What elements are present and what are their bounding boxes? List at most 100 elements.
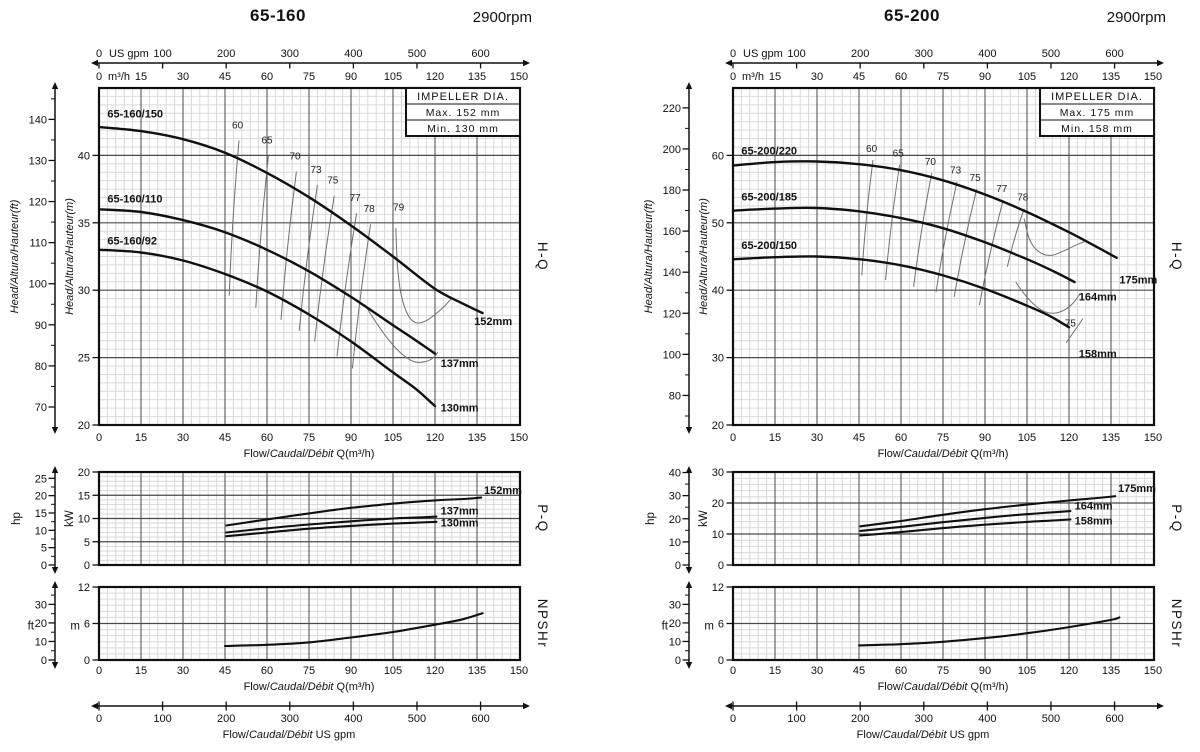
svg-text:120: 120 — [426, 71, 444, 83]
svg-text:105: 105 — [1018, 432, 1036, 444]
impeller-diameter-label: 130mm — [441, 403, 479, 415]
efficiency-label: 75 — [970, 173, 982, 184]
svg-text:45: 45 — [853, 71, 865, 83]
npshr-ft-axis-title: ft — [662, 621, 669, 633]
svg-text:60: 60 — [261, 432, 273, 444]
svg-text:135: 135 — [1102, 665, 1120, 677]
efficiency-label: 79 — [393, 203, 405, 214]
bottom-gpm-axis: 0 100 200 300 400 500 600 Flow/Caudal/Débit US … — [725, 701, 1164, 741]
svg-text:75: 75 — [303, 665, 315, 677]
svg-text:35: 35 — [78, 218, 90, 230]
svg-text:105: 105 — [384, 665, 402, 677]
impeller-diameter-label: 152mm — [484, 485, 522, 497]
efficiency-island — [1023, 218, 1085, 256]
svg-text:90: 90 — [979, 665, 991, 677]
bottom-gpm-axis-title: Flow/Caudal/Débit US gpm — [857, 729, 990, 741]
svg-text:60: 60 — [261, 71, 273, 83]
svg-text:30: 30 — [669, 491, 681, 503]
svg-text:120: 120 — [1060, 432, 1078, 444]
svg-text:130: 130 — [29, 155, 47, 167]
svg-text:20: 20 — [669, 514, 681, 526]
svg-text:0: 0 — [41, 560, 47, 572]
svg-text:45: 45 — [853, 432, 865, 444]
svg-text:10: 10 — [669, 636, 681, 648]
svg-text:20: 20 — [35, 491, 47, 503]
svg-text:150: 150 — [510, 665, 528, 677]
svg-text:120: 120 — [663, 308, 681, 320]
svg-text:75: 75 — [303, 71, 315, 83]
svg-text:30: 30 — [177, 71, 189, 83]
efficiency-island — [364, 304, 439, 363]
svg-text:15: 15 — [769, 71, 781, 83]
pump-speed-label-left: 2900rpm — [472, 9, 532, 26]
hq-ft-axis-title: Head/Altura/Hauteur(ft) — [9, 199, 21, 313]
svg-text:45: 45 — [853, 665, 865, 677]
curve-model-label: 65-200/185 — [741, 192, 797, 204]
svg-text:150: 150 — [1144, 71, 1162, 83]
svg-text:500: 500 — [1042, 48, 1060, 60]
svg-text:120: 120 — [1060, 665, 1078, 677]
hq-panel: 60 65 70 73 75 77 78 75 65-200/220 175mm 65-200/18… — [643, 82, 1184, 460]
svg-text:20: 20 — [712, 420, 724, 432]
svg-text:100: 100 — [153, 48, 171, 60]
svg-text:75: 75 — [937, 432, 949, 444]
svg-text:60: 60 — [261, 665, 273, 677]
impeller-dia-box: IMPELLER DIA. Max. 152 mm Min. 130 mm — [405, 87, 521, 137]
svg-text:30: 30 — [177, 665, 189, 677]
svg-text:15: 15 — [78, 490, 90, 502]
svg-text:70: 70 — [35, 402, 47, 414]
hq-curve-175mm — [731, 160, 1118, 259]
svg-text:500: 500 — [1042, 713, 1060, 725]
top-gpm-axis: 0 100 200 300 400 500 600 US gpm — [725, 48, 1164, 69]
npshr-curve — [857, 616, 1121, 647]
svg-text:135: 135 — [1102, 71, 1120, 83]
svg-text:75: 75 — [937, 665, 949, 677]
svg-text:300: 300 — [915, 48, 933, 60]
hq-panel-tag: H-Q — [535, 242, 550, 271]
top-m3h-labels: 0 15 30 45 60 75 90 105 120 135 150 m³/h — [96, 71, 528, 83]
pq-curve-175mm — [859, 495, 1117, 528]
hq-curve-164mm — [731, 206, 1076, 284]
svg-text:15: 15 — [135, 665, 147, 677]
svg-text:0: 0 — [96, 713, 102, 725]
svg-text:300: 300 — [281, 48, 299, 60]
npshr-curve — [223, 612, 484, 648]
svg-text:15: 15 — [769, 432, 781, 444]
svg-text:75: 75 — [303, 432, 315, 444]
svg-text:10: 10 — [35, 636, 47, 648]
svg-text:45: 45 — [219, 432, 231, 444]
impeller-min-value: Min. 130 mm — [427, 123, 499, 135]
svg-text:30: 30 — [712, 467, 724, 479]
svg-text:120: 120 — [29, 197, 47, 209]
svg-text:400: 400 — [344, 48, 362, 60]
pq-curve-137mm — [225, 515, 438, 534]
svg-text:400: 400 — [978, 713, 996, 725]
efficiency-label: 77 — [350, 193, 362, 204]
svg-text:50: 50 — [712, 218, 724, 230]
svg-text:5: 5 — [41, 543, 47, 555]
efficiency-label: 75 — [1065, 319, 1077, 330]
pump-model-title-right: 65-200 — [884, 6, 940, 25]
top-gpm-axis: 0 100 200 300 400 500 600 US gpm — [91, 48, 530, 69]
svg-text:30: 30 — [811, 432, 823, 444]
hq-x-axis-title: Flow/Caudal/Débit Q(m³/h) — [878, 448, 1009, 460]
pq-kw-axis-title: kW — [698, 510, 710, 527]
impeller-max-value: Max. 175 mm — [1060, 107, 1135, 119]
svg-text:20: 20 — [35, 618, 47, 630]
svg-text:40: 40 — [712, 285, 724, 297]
svg-text:0: 0 — [84, 655, 90, 667]
svg-text:6: 6 — [718, 619, 724, 631]
svg-text:135: 135 — [468, 665, 486, 677]
svg-text:25: 25 — [78, 353, 90, 365]
impeller-diameter-label: 137mm — [441, 358, 479, 370]
svg-text:200: 200 — [217, 713, 235, 725]
svg-text:30: 30 — [669, 599, 681, 611]
efficiency-label: 70 — [289, 151, 301, 162]
svg-text:105: 105 — [384, 71, 402, 83]
svg-text:80: 80 — [35, 361, 47, 373]
impeller-diameter-label: 164mm — [1079, 291, 1117, 303]
